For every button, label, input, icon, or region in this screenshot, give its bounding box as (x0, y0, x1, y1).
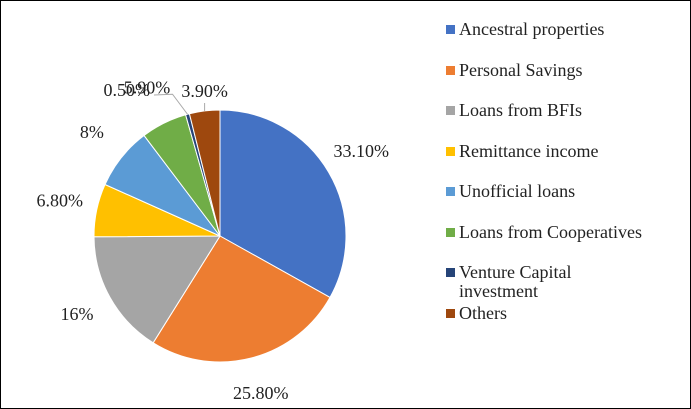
legend-item: Loans from BFIs (440, 101, 680, 142)
legend-label: Others (459, 302, 507, 323)
data-label: 33.10% (334, 141, 390, 161)
legend: Ancestral properties Personal Savings Loan… (440, 20, 680, 344)
legend-swatch (446, 187, 455, 196)
legend-swatch (446, 146, 455, 156)
data-label: 3.90% (181, 81, 228, 101)
legend-label: Venture Capital investment (459, 262, 572, 301)
pie-slice (93, 235, 221, 344)
legend-label: Loans from BFIs (459, 100, 582, 120)
pie-slice (219, 109, 347, 299)
legend-swatch (446, 106, 455, 115)
data-label: 25.80% (233, 383, 289, 403)
legend-label: Remittance income (459, 140, 599, 161)
pie-slice (152, 235, 331, 363)
legend-label: Ancestral properties (459, 19, 605, 39)
legend-swatch (446, 308, 455, 318)
legend-item: Venture Capital investment (440, 263, 680, 304)
legend-item: Loans from Cooperatives (440, 221, 680, 264)
data-label: 0.50% (104, 80, 151, 100)
data-label: 6.80% (36, 190, 83, 210)
legend-swatch (446, 65, 455, 75)
legend-label: Personal Savings (459, 59, 583, 80)
legend-swatch (446, 268, 455, 277)
legend-swatch (446, 227, 455, 237)
chart: 33.10% 25.80% 16% 6.80% 8% 5.90%0.50% 3.90% (36, 77, 390, 403)
legend-item: Unofficial loans (440, 182, 680, 223)
legend-item: Personal Savings (440, 59, 680, 102)
legend-item: Others (440, 302, 680, 345)
legend-label: Unofficial loans (459, 181, 576, 201)
legend-swatch (446, 25, 455, 34)
legend-item: Ancestral properties (440, 20, 680, 61)
data-label: 5.90% (124, 77, 171, 97)
leader-line (153, 93, 188, 115)
data-label: 16% (60, 304, 93, 324)
data-label: 8% (80, 122, 104, 142)
legend-label: Loans from Cooperatives (459, 221, 642, 242)
legend-item: Remittance income (440, 140, 680, 183)
